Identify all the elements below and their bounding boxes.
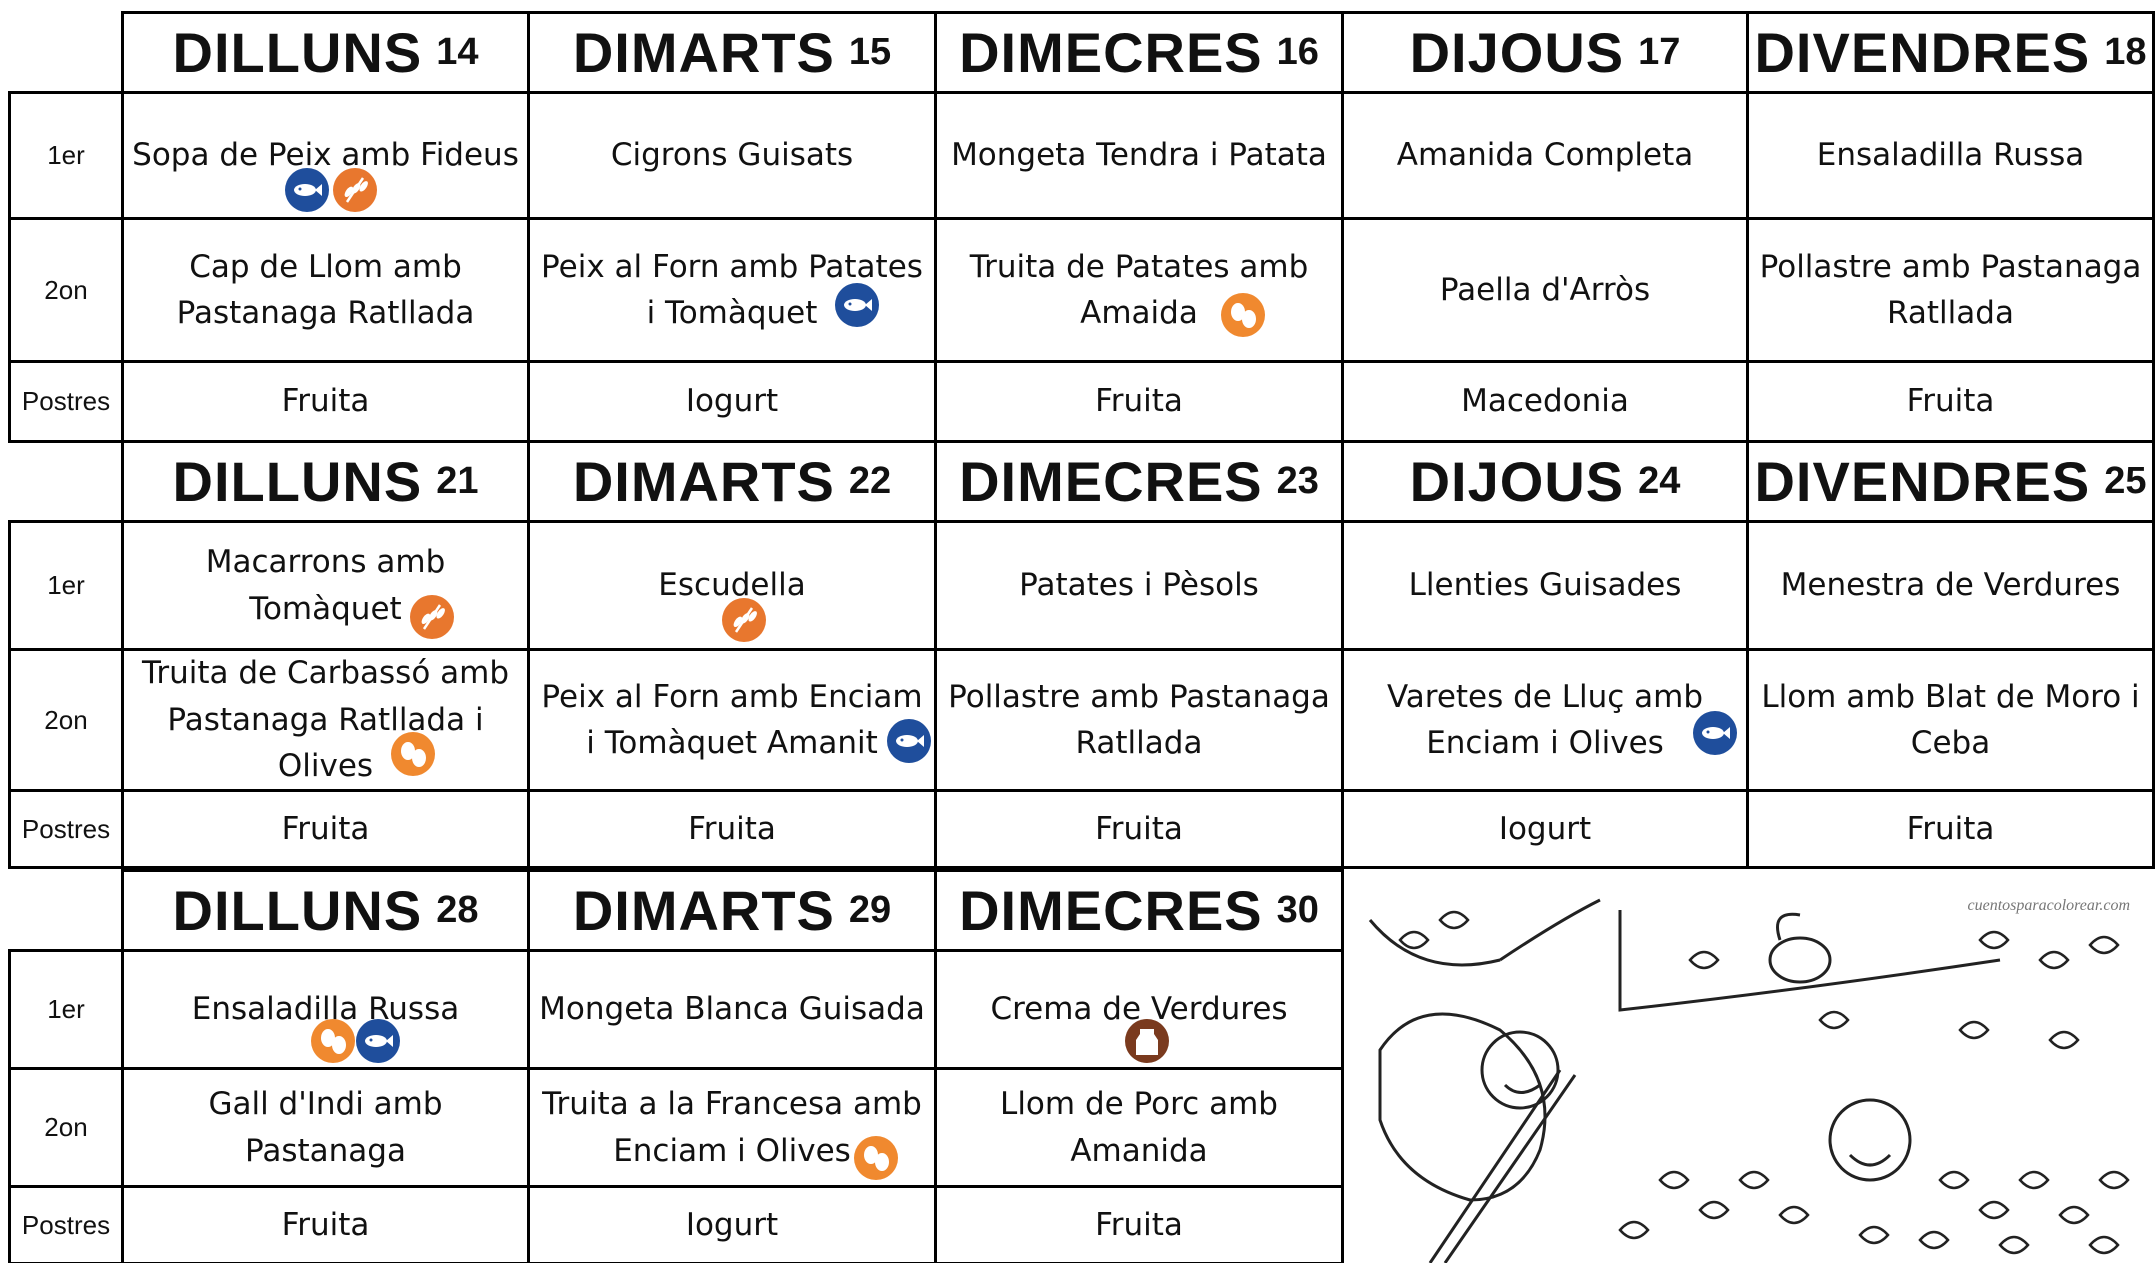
menu-cell: Iogurt — [1341, 789, 1749, 869]
menu-cell: Truita de Patates amb Amaida — [934, 217, 1344, 363]
menu-cell: Iogurt — [527, 360, 937, 443]
row-label: 1er — [8, 949, 124, 1070]
row-label: 2on — [8, 217, 124, 363]
day-number: 14 — [436, 31, 479, 73]
menu-cell: Fruita — [527, 789, 937, 869]
menu-cell: Menestra de Verdures — [1746, 520, 2155, 651]
day-name: DILLUNS — [172, 449, 423, 513]
day-header: DIMECRES 30 — [934, 869, 1344, 952]
day-name: DIMARTS — [572, 878, 835, 942]
row-label: 1er — [8, 91, 124, 220]
day-number: 22 — [848, 460, 892, 502]
menu-cell: Amanida Completa — [1341, 91, 1749, 220]
menu-cell: Peix al Forn amb Enciam i Tomàquet Amani… — [527, 648, 937, 792]
day-header: DIMECRES 23 — [934, 440, 1344, 523]
menu-cell: Llom amb Blat de Moro i Ceba — [1746, 648, 2155, 792]
menu-cell: Ensaladilla Russa — [1746, 91, 2155, 220]
menu-cell: Fruita — [121, 1185, 530, 1263]
menu-cell: Gall d'Indi amb Pastanaga — [121, 1067, 530, 1188]
day-name: DIVENDRES — [1754, 20, 2091, 84]
day-name: DIJOUS — [1409, 20, 1625, 84]
day-name: DIMARTS — [572, 20, 835, 84]
day-number: 23 — [1276, 460, 1319, 502]
day-name: DILLUNS — [172, 878, 423, 942]
day-name: DIMARTS — [572, 449, 835, 513]
day-header: DIMARTS 22 — [527, 440, 937, 523]
day-number: 18 — [2104, 31, 2147, 73]
day-name: DIMECRES — [959, 20, 1263, 84]
menu-cell: Varetes de Lluç amb Enciam i Olives — [1341, 648, 1749, 792]
day-header: DIMECRES 16 — [934, 11, 1344, 94]
row-label: Postres — [8, 360, 124, 443]
day-header: DIJOUS 24 — [1341, 440, 1749, 523]
day-number: 29 — [848, 889, 892, 931]
menu-cell: Mongeta Tendra i Patata — [934, 91, 1344, 220]
menu-cell: Fruita — [1746, 789, 2155, 869]
menu-cell: Fruita — [121, 789, 530, 869]
row-label: Postres — [8, 789, 124, 869]
day-header: DIMARTS 15 — [527, 11, 937, 94]
menu-cell: Llenties Guisades — [1341, 520, 1749, 651]
menu-cell: Pollastre amb Pastanaga Ratllada — [934, 648, 1344, 792]
day-header: DIVENDRES 25 — [1746, 440, 2155, 523]
menu-cell: Sopa de Peix amb Fideus — [121, 91, 530, 220]
menu-cell: Llom de Porc amb Amanida — [934, 1067, 1344, 1188]
row-label: Postres — [8, 1185, 124, 1263]
menu-cell: Fruita — [934, 360, 1344, 443]
day-number: 17 — [1638, 31, 1681, 73]
day-header: DILLUNS 14 — [121, 11, 530, 94]
day-header: DIVENDRES 18 — [1746, 11, 2155, 94]
menu-cell: Macedonia — [1341, 360, 1749, 443]
day-header: DILLUNS 21 — [121, 440, 530, 523]
menu-cell: Truita a la Francesa amb Enciam i Olives — [527, 1067, 937, 1188]
menu-cell: Fruita — [121, 360, 530, 443]
menu-cell: Ensaladilla Russa — [121, 949, 530, 1070]
menu-cell: Cigrons Guisats — [527, 91, 937, 220]
menu-cell: Mongeta Blanca Guisada — [527, 949, 937, 1070]
menu-cell: Patates i Pèsols — [934, 520, 1344, 651]
day-number: 21 — [436, 460, 479, 502]
day-number: 24 — [1638, 460, 1681, 502]
menu-cell: Escudella — [527, 520, 937, 651]
day-name: DIMECRES — [959, 878, 1263, 942]
day-number: 15 — [848, 31, 892, 73]
day-header: DIJOUS 17 — [1341, 11, 1749, 94]
day-name: DIJOUS — [1409, 449, 1625, 513]
day-name: DILLUNS — [172, 20, 423, 84]
day-number: 28 — [436, 889, 479, 931]
day-name: DIVENDRES — [1754, 449, 2091, 513]
menu-cell: Fruita — [1746, 360, 2155, 443]
row-label: 1er — [8, 520, 124, 651]
menu-cell: Cap de Llom amb Pastanaga Ratllada — [121, 217, 530, 363]
day-number: 16 — [1276, 31, 1319, 73]
day-number: 30 — [1276, 889, 1319, 931]
menu-cell: Iogurt — [527, 1185, 937, 1263]
menu-cell: Paella d'Arròs — [1341, 217, 1749, 363]
menu-cell: Crema de Verdures — [934, 949, 1344, 1070]
coloring-drawing: cuentosparacolorear.com — [1368, 897, 2131, 1263]
menu-cell: Fruita — [934, 1185, 1344, 1263]
menu-cell: Macarrons amb Tomàquet — [121, 520, 530, 651]
watermark: cuentosparacolorear.com — [1968, 897, 2131, 914]
menu-cell: Fruita — [934, 789, 1344, 869]
day-number: 25 — [2104, 460, 2147, 502]
day-name: DIMECRES — [959, 449, 1263, 513]
day-header: DILLUNS 28 — [121, 869, 530, 952]
row-label: 2on — [8, 648, 124, 792]
menu-cell: Peix al Forn amb Patates i Tomàquet — [527, 217, 937, 363]
row-label: 2on — [8, 1067, 124, 1188]
menu-cell: Truita de Carbassó amb Pastanaga Ratllad… — [121, 648, 530, 792]
menu-cell: Pollastre amb Pastanaga Ratllada — [1746, 217, 2155, 363]
day-header: DIMARTS 29 — [527, 869, 937, 952]
